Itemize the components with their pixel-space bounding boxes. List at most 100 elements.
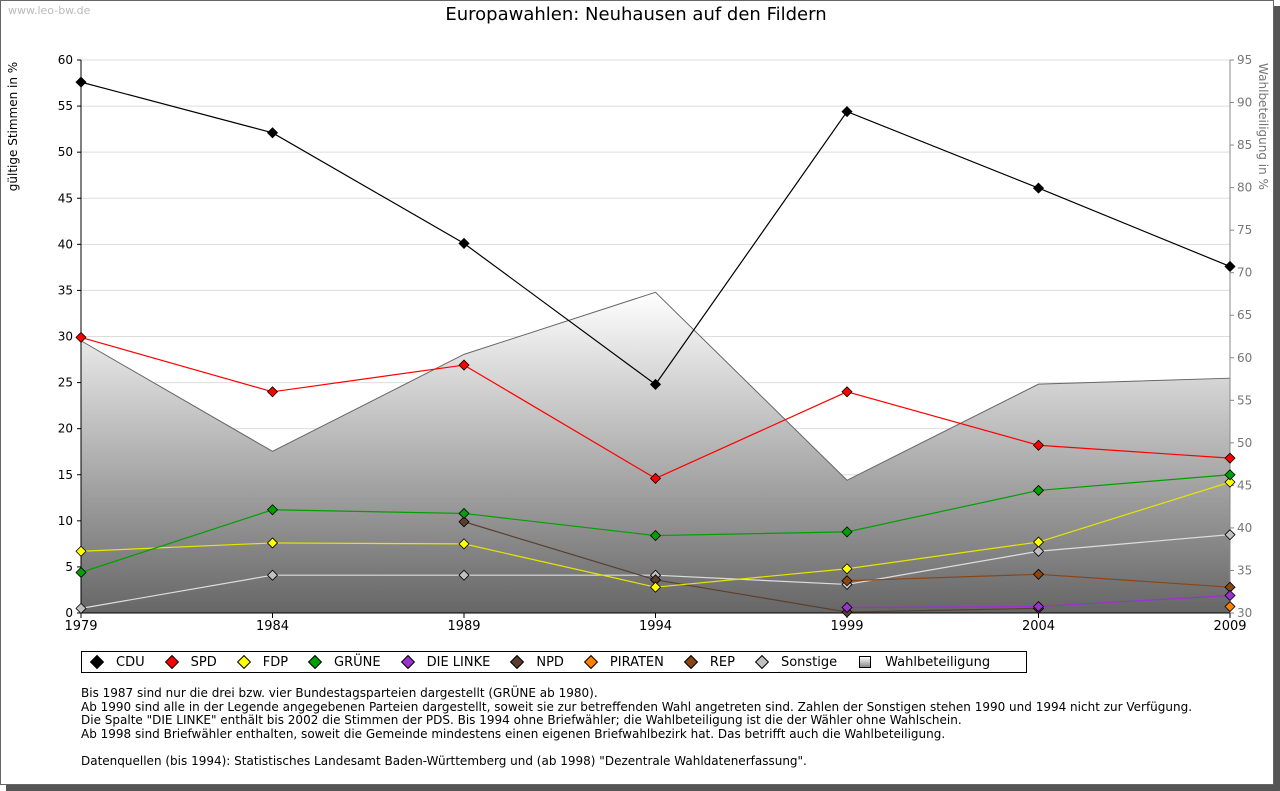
chart-plot: 0 5 10 15 20 25 30 35 40 45 50 55 60 30 35 40 45 50 55 60 65…: [6, 53, 1270, 634]
x-tick-label: 2004: [1022, 619, 1055, 634]
legend-marker: [307, 654, 323, 670]
y2-tick-label: 50: [1237, 436, 1252, 450]
legend-label: GRÜNE: [334, 654, 381, 670]
legend-marker: [683, 654, 698, 670]
data-point: [1224, 589, 1236, 602]
x-tick-label: 1979: [64, 619, 97, 634]
data-point: [458, 237, 470, 249]
legend-label: PIRATEN: [609, 654, 664, 670]
y-axis-label: gültige Stimmen in %: [6, 62, 20, 191]
y-tick-label: 20: [58, 422, 73, 436]
legend-label: NPD: [536, 654, 564, 670]
data-point: [841, 563, 853, 575]
data-point: [75, 602, 87, 614]
data-point: [458, 507, 470, 520]
y2-tick-label: 60: [1237, 351, 1252, 365]
data-point: [841, 106, 853, 118]
legend-label: Sonstige: [780, 654, 838, 670]
data-point: [841, 526, 853, 538]
y2-tick-label: 85: [1237, 138, 1252, 152]
note-line: Ab 1998 sind Briefwähler enthalten, sowe…: [81, 726, 946, 741]
y2-tick-label: 45: [1237, 478, 1252, 492]
legend-item: NPD: [510, 654, 564, 670]
y2-tick-label: 80: [1237, 181, 1252, 195]
legend-label: REP: [709, 654, 735, 670]
data-point: [1224, 529, 1236, 541]
legend-item: SPD: [164, 654, 217, 670]
data-point: [1032, 536, 1045, 548]
x-tick-label: 1994: [639, 619, 672, 634]
legend-marker: [583, 654, 598, 670]
data-point: [841, 575, 853, 587]
y2-tick-label: 30: [1237, 606, 1252, 620]
data-point: [1032, 568, 1045, 580]
y-tick-label: 50: [58, 145, 73, 159]
data-point: [266, 569, 279, 581]
data-point: [1032, 545, 1045, 557]
data-point: [266, 127, 279, 139]
y-tick-label: 15: [58, 468, 73, 482]
data-point: [1224, 600, 1236, 613]
y-tick-label: 45: [58, 191, 73, 205]
data-point: [458, 516, 470, 528]
data-point: [75, 76, 87, 88]
data-point: [75, 566, 87, 579]
legend-item: CDU: [89, 654, 145, 670]
data-point: [266, 386, 279, 398]
y-tick-label: 55: [58, 99, 73, 113]
legend-marker: [236, 654, 251, 670]
note-line: Bis 1987 sind nur die drei bzw. vier Bun…: [81, 686, 598, 700]
data-point: [1224, 476, 1236, 488]
series-line-npd: [463, 521, 1039, 613]
turnout-area: [81, 292, 1230, 613]
legend-marker: [89, 654, 105, 670]
y-tick-label: 5: [65, 560, 73, 574]
legend-label: SPD: [190, 654, 217, 670]
data-point: [75, 331, 87, 343]
y-tick-label: 40: [58, 237, 73, 251]
legend-marker: [400, 654, 415, 670]
y2-tick-label: 55: [1237, 393, 1252, 407]
y-tick-label: 25: [58, 376, 73, 390]
watermark: www.leo-bw.de: [8, 4, 91, 17]
data-point: [458, 359, 470, 371]
legend-label: CDU: [116, 654, 145, 670]
data-point: [649, 472, 662, 485]
y2-tick-label: 65: [1237, 308, 1252, 322]
y-tick-label: 10: [58, 514, 73, 528]
data-point: [266, 537, 279, 549]
y2-tick-label: 95: [1237, 53, 1252, 67]
data-point: [841, 601, 853, 614]
legend-label: FDP: [262, 654, 289, 670]
legend-marker: [510, 654, 525, 670]
data-point: [1224, 452, 1236, 464]
turnout-line: [80, 291, 1231, 481]
note-line: [81, 741, 1192, 755]
data-point: [458, 569, 470, 581]
data-point: [458, 538, 470, 550]
data-point: [1032, 439, 1045, 451]
x-tick-label: 1999: [830, 619, 863, 634]
y2-tick-label: 70: [1237, 266, 1252, 280]
notes: Bis 1987 sind nur die drei bzw. vier Bun…: [81, 686, 1192, 768]
y2-tick-label: 75: [1237, 223, 1252, 237]
y-tick-label: 60: [58, 53, 73, 67]
y-tick-label: 30: [58, 330, 73, 344]
data-point: [1224, 469, 1236, 481]
note-line: Datenquellen (bis 1994): Statistisches L…: [81, 753, 807, 768]
data-point: [649, 530, 662, 542]
data-point: [266, 504, 279, 516]
y2-tick-label: 40: [1237, 521, 1252, 535]
legend-marker: [164, 654, 179, 670]
legend-item: GRÜNE: [307, 654, 381, 670]
legend-item: DIE LINKE: [400, 654, 491, 670]
legend-item: Wahlbeteiligung: [859, 655, 990, 670]
y2-tick-label: 90: [1237, 96, 1252, 110]
data-point: [75, 545, 87, 557]
legend-item: REP: [683, 654, 735, 670]
legend-label: DIE LINKE: [426, 654, 491, 670]
note-line: Die Spalte "DIE LINKE" enthält bis 2002 …: [81, 713, 962, 727]
x-tick-label: 2009: [1213, 619, 1246, 634]
chart-title: Europawahlen: Neuhausen auf den Fildern: [445, 4, 827, 25]
